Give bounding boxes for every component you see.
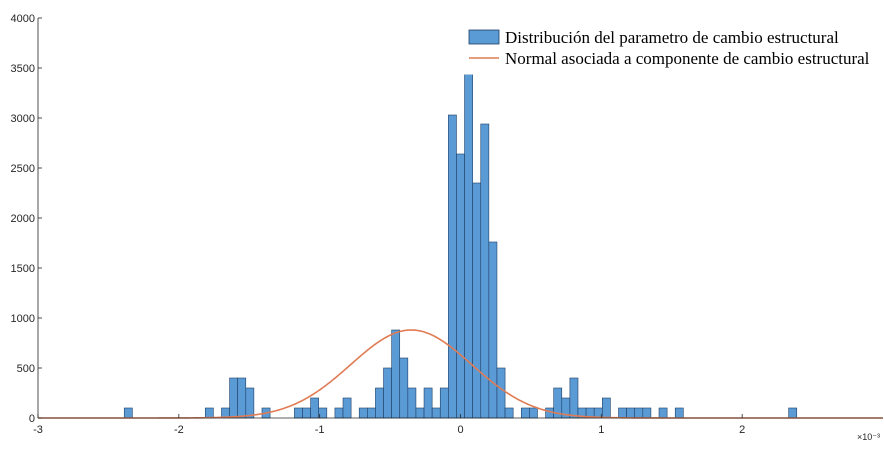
histogram-bar — [245, 387, 255, 419]
histogram-bar — [407, 387, 417, 419]
histogram-bar — [634, 407, 644, 419]
legend-label-normal: Normal asociada a componente de cambio e… — [505, 49, 870, 68]
y-tick-label: 2500 — [11, 163, 35, 175]
histogram-bar — [204, 407, 214, 419]
histogram-bar — [674, 407, 684, 419]
y-tick-label: 500 — [17, 363, 35, 375]
histogram-bar — [788, 407, 798, 419]
histogram-bar — [310, 397, 320, 419]
axes: -3 -2 -1 0 1 2 0 500 1000 1500 2000 2500 3000 3500 400… — [11, 13, 883, 436]
y-tick-label: 3000 — [11, 113, 35, 125]
legend: Distribución del parametro de cambio est… — [461, 19, 881, 75]
y-tick-label: 0 — [29, 413, 35, 425]
legend-label-histogram: Distribución del parametro de cambio est… — [505, 28, 839, 47]
histogram-bar — [496, 367, 506, 419]
histogram-bar — [415, 407, 425, 419]
x-tick-label: -3 — [33, 424, 43, 436]
histogram-bar — [342, 397, 352, 419]
x-tick-label: -2 — [174, 424, 184, 436]
histogram-bar — [520, 407, 530, 419]
histogram-bar — [391, 329, 401, 419]
x-tick-label: 1 — [598, 424, 604, 436]
histogram-bar — [472, 182, 482, 419]
legend-box — [461, 19, 881, 75]
histogram-bar — [456, 153, 465, 419]
histogram-bar — [237, 377, 247, 419]
x-tick-label: -1 — [315, 424, 325, 436]
histogram-bar — [658, 407, 668, 419]
histogram-bar — [488, 241, 498, 419]
histogram-bar — [448, 114, 457, 419]
histogram-bar — [294, 407, 303, 419]
y-tick-label: 1000 — [11, 313, 35, 325]
histogram-bar — [229, 377, 238, 419]
histogram-bar — [302, 407, 311, 419]
histogram-bar — [504, 407, 514, 419]
histogram-bar — [123, 407, 133, 419]
x-tick-label: 0 — [457, 424, 463, 436]
y-tick-label: 4000 — [11, 13, 35, 25]
histogram-bar — [569, 377, 579, 419]
x-tick-label: 2 — [739, 424, 745, 436]
histogram-bar — [439, 387, 449, 419]
histogram-bar — [642, 407, 652, 419]
x-exponent-label: ×10⁻³ — [857, 432, 880, 442]
y-tick-label: 2000 — [11, 213, 35, 225]
histogram-bar — [399, 357, 409, 419]
histogram-bar — [601, 397, 611, 419]
histogram-bar — [358, 407, 368, 419]
histogram-bar — [618, 407, 627, 419]
histogram-bar — [367, 407, 376, 419]
y-tick-label: 3500 — [11, 63, 35, 75]
histogram-bar — [626, 407, 636, 419]
y-tick-label: 1500 — [11, 263, 35, 275]
histogram-bar — [334, 407, 344, 419]
histogram-bar — [423, 387, 433, 419]
histogram-bar — [431, 407, 441, 419]
legend-swatch-histogram — [468, 29, 500, 45]
histogram-bar — [383, 367, 392, 419]
histogram-bars — [123, 55, 798, 419]
histogram-bar — [375, 387, 384, 419]
histogram-bar — [529, 407, 538, 419]
